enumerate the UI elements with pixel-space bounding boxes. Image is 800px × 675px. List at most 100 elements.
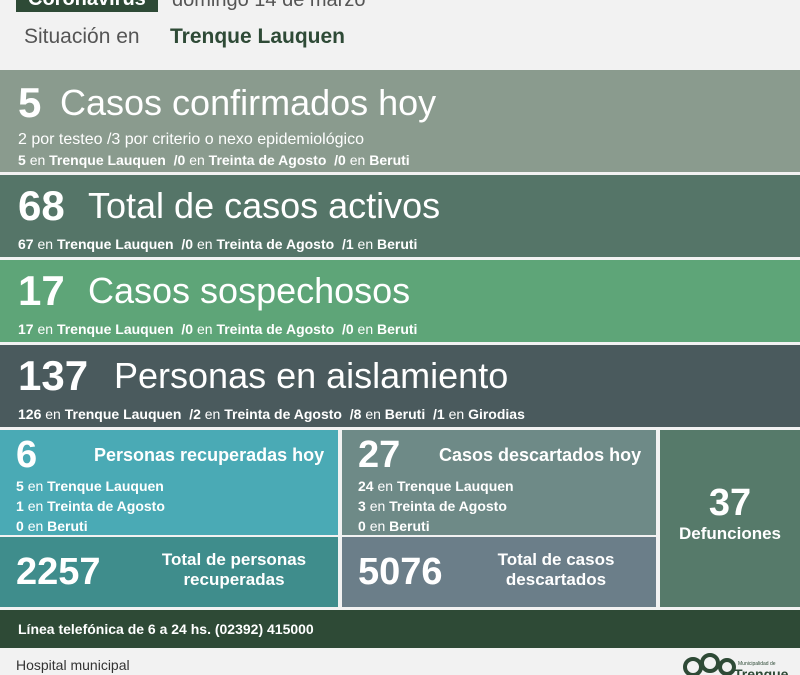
breakdown-num: /0	[334, 152, 346, 168]
breakdown-place: Treinta de Agosto	[216, 321, 335, 337]
isolation-breakdown: 126 en Trenque Lauquen /2 en Treinta de …	[18, 406, 525, 422]
breakdown-place: Treinta de Agosto	[208, 152, 327, 168]
recovered-breakdown: 5 en Trenque Lauquen 1 en Treinta de Ago…	[16, 476, 165, 536]
active-count: 68	[18, 182, 65, 229]
breakdown-en: en	[27, 498, 44, 514]
discarded-today-panel: 27 Casos descartados hoy 24 en Trenque L…	[342, 430, 656, 535]
suspected-count: 17	[18, 267, 65, 314]
breakdown-place: Trenque Lauquen	[47, 478, 164, 494]
breakdown-num: /2	[189, 406, 201, 422]
breakdown-en: en	[196, 236, 213, 252]
label-line: Total de casos	[497, 550, 615, 569]
city-name: Trenque Lauquen	[170, 25, 346, 48]
breakdown-num: 24	[358, 478, 374, 494]
logo-big-text: Trenque	[734, 666, 789, 675]
suspected-breakdown: 17 en Trenque Lauquen /0 en Treinta de A…	[18, 321, 417, 337]
breakdown-en: en	[27, 478, 44, 494]
breakdown-place: Beruti	[369, 152, 410, 168]
municipal-logo-icon	[682, 651, 736, 675]
deaths-label: Defunciones	[678, 524, 782, 543]
breakdown-num: 1	[16, 498, 24, 514]
breakdown-place: Trenque Lauquen	[56, 236, 174, 252]
header: Coronavirus domingo 14 de marzo Situació…	[0, 0, 800, 70]
breakdown-place: Trenque Lauquen	[49, 152, 166, 168]
discarded-breakdown: 24 en Trenque Lauquen 3 en Treinta de Ag…	[358, 476, 514, 536]
breakdown-num: 17	[18, 321, 34, 337]
breakdown-place: Trenque Lauquen	[396, 478, 514, 494]
coronavirus-tag: Coronavirus	[16, 0, 158, 12]
situation-label: Situación en	[24, 25, 140, 48]
breakdown-en: en	[377, 478, 394, 494]
breakdown-en: en	[45, 406, 61, 422]
phone-bar: Línea telefónica de 6 a 24 hs. (02392) 4…	[0, 610, 800, 648]
breakdown-en: en	[357, 321, 374, 337]
breakdown-place: Treinta de Agosto	[389, 498, 507, 514]
hospital-label: Hospital municipal	[16, 657, 130, 673]
breakdown-en: en	[357, 236, 374, 252]
isolation-title: Personas en aislamiento	[114, 355, 509, 396]
bottom-strip: Hospital municipal Municipalidad de Tren…	[0, 648, 800, 675]
active-title: Total de casos activos	[88, 185, 441, 226]
breakdown-place: Trenque Lauquen	[64, 406, 182, 422]
breakdown-place: Treinta de Agosto	[216, 236, 335, 252]
breakdown-num: /0	[181, 236, 194, 252]
breakdown-en: en	[37, 236, 54, 252]
breakdown-en: en	[204, 406, 221, 422]
breakdown-place: Beruti	[377, 236, 418, 252]
discarded-count: 27	[358, 434, 401, 476]
breakdown-place: Treinta de Agosto	[224, 406, 342, 422]
label-line: descartados	[505, 570, 607, 589]
label-line: Total de personas	[161, 550, 307, 569]
breakdown-num: /0	[173, 152, 186, 168]
breakdown-place: Beruti	[47, 518, 88, 534]
discarded-total-panel: 5076 Total de casos descartados	[342, 537, 656, 607]
discarded-total: 5076	[358, 551, 443, 593]
recovered-today-panel: 6 Personas recuperadas hoy 5 en Trenque …	[0, 430, 338, 535]
breakdown-num: /0	[181, 321, 194, 337]
breakdown-num: 126	[18, 406, 42, 422]
confirmed-count: 5	[18, 79, 42, 126]
breakdown-num: 5	[18, 152, 26, 168]
recovered-total-panel: 2257 Total de personas recuperadas	[0, 537, 338, 607]
breakdown-en: en	[37, 321, 54, 337]
breakdown-en: en	[29, 152, 46, 168]
breakdown-en: en	[349, 152, 366, 168]
breakdown-num: 5	[16, 478, 24, 494]
breakdown-en: en	[369, 498, 386, 514]
recovered-total-label: Total de personas recuperadas	[130, 550, 338, 590]
breakdown-en: en	[189, 152, 205, 168]
breakdown-place: Treinta de Agosto	[47, 498, 165, 514]
report-date: domingo 14 de marzo	[172, 0, 366, 11]
active-band: 68 Total de casos activos 67 en Trenque …	[0, 175, 800, 257]
discarded-title: Casos descartados hoy	[439, 445, 642, 465]
breakdown-num: 0	[358, 518, 366, 534]
isolation-count: 137	[18, 352, 89, 399]
isolation-band: 137 Personas en aislamiento 126 en Trenq…	[0, 345, 800, 427]
breakdown-num: 0	[16, 518, 24, 534]
logo-small-text: Municipalidad de	[738, 661, 776, 667]
breakdown-en: en	[196, 321, 213, 337]
confirmed-title: Casos confirmados hoy	[60, 82, 437, 123]
suspected-band: 17 Casos sospechosos 17 en Trenque Lauqu…	[0, 260, 800, 342]
breakdown-place: Trenque Lauquen	[56, 321, 174, 337]
deaths-count: 37	[708, 482, 752, 524]
suspected-title: Casos sospechosos	[88, 270, 411, 311]
confirmed-method-line: 2 por testeo /3 por criterio o nexo epid…	[18, 131, 364, 148]
breakdown-place: Beruti	[384, 406, 426, 422]
breakdown-num: /0	[341, 321, 354, 337]
active-breakdown: 67 en Trenque Lauquen /0 en Treinta de A…	[18, 236, 417, 252]
breakdown-num: /1	[433, 406, 445, 422]
confirmed-breakdown: 5 en Trenque Lauquen /0 en Treinta de Ag…	[18, 152, 410, 168]
breakdown-num: /8	[349, 406, 362, 422]
breakdown-en: en	[448, 406, 465, 422]
breakdown-place: Girodias	[468, 406, 525, 422]
breakdown-en: en	[365, 406, 381, 422]
deaths-panel: 37 Defunciones	[660, 430, 800, 607]
breakdown-num: 67	[18, 236, 34, 252]
confirmed-band: 5 Casos confirmados hoy 2 por testeo /3 …	[0, 70, 800, 172]
breakdown-num: 3	[358, 498, 366, 514]
recovered-title: Personas recuperadas hoy	[94, 445, 325, 465]
breakdown-en: en	[27, 518, 44, 534]
phone-line: Línea telefónica de 6 a 24 hs. (02392) 4…	[18, 621, 314, 637]
recovered-count: 6	[16, 434, 38, 476]
